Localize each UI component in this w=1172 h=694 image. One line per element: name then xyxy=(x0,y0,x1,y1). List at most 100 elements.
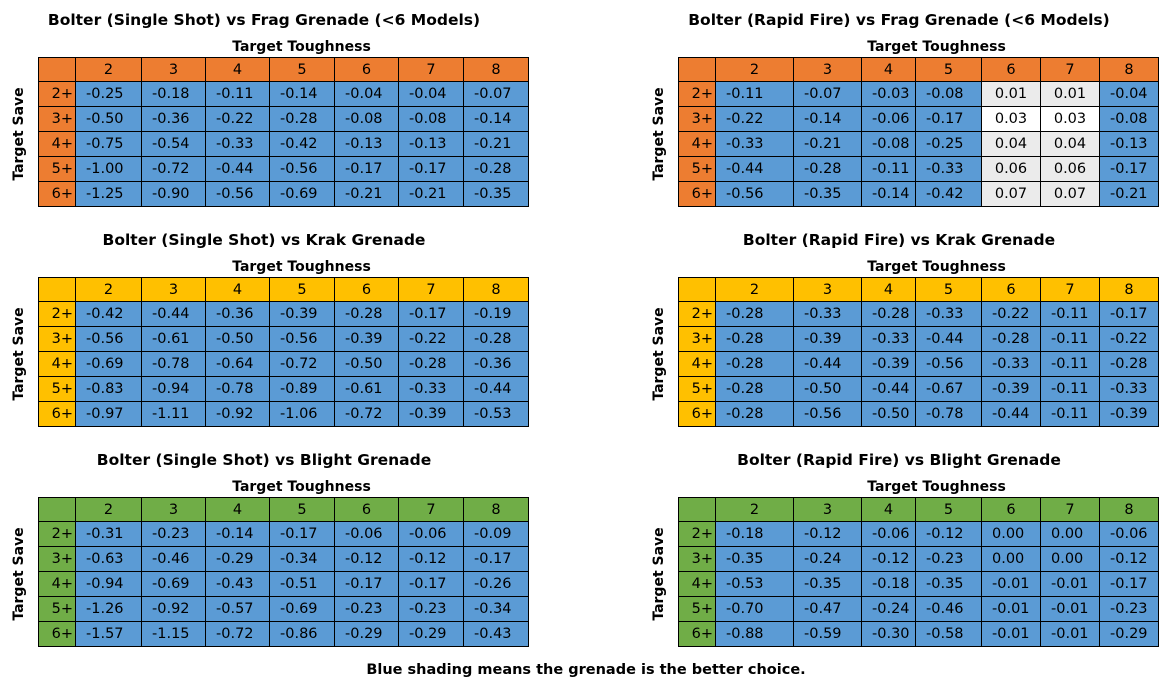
table-row: 5+ -1.00 -0.72 -0.44 -0.56 -0.17 -0.17 -0.28 xyxy=(38,156,529,182)
value-cell: -0.69 xyxy=(269,181,335,207)
toughness-header-cell: 2 xyxy=(715,277,794,302)
value-cell: -0.17 xyxy=(334,571,399,597)
save-header-cell: 4+ xyxy=(678,571,716,597)
table-row: 2+ -0.11 -0.07 -0.03 -0.08 0.01 0.01 -0.04 xyxy=(678,81,1159,107)
save-header-cell: 4+ xyxy=(678,351,716,377)
corner-cell xyxy=(38,57,76,82)
corner-cell xyxy=(678,497,716,522)
value-cell: -0.06 xyxy=(861,106,916,132)
toughness-header-cell: 6 xyxy=(981,57,1041,82)
value-cell: -0.14 xyxy=(205,521,270,547)
value-cell: -0.04 xyxy=(398,81,464,107)
value-cell: -0.01 xyxy=(981,571,1041,597)
value-cell: -0.39 xyxy=(334,326,399,352)
damage-difference-grid: 2 3 4 5 6 7 8 2+ -0.31 -0.23 -0.14 -0.17 -0.06 -0.06-… xyxy=(38,497,529,647)
value-cell: -0.72 xyxy=(205,621,270,647)
save-header-cell: 5+ xyxy=(38,596,76,622)
value-cell: -0.86 xyxy=(269,621,335,647)
save-header-cell: 3+ xyxy=(38,106,76,132)
table-row: 5+ -0.70 -0.47 -0.24 -0.46 -0.01 -0.01 -0.23 xyxy=(678,596,1159,622)
value-cell: -0.56 xyxy=(269,326,335,352)
value-cell: -0.36 xyxy=(205,301,270,327)
value-cell: -0.56 xyxy=(269,156,335,182)
save-header-cell: 4+ xyxy=(38,131,76,157)
toughness-header-cell: 4 xyxy=(205,57,270,82)
value-cell: -0.13 xyxy=(334,131,399,157)
value-cell: -0.34 xyxy=(463,596,529,622)
value-cell: 0.00 xyxy=(981,546,1041,572)
value-cell: -0.88 xyxy=(715,621,794,647)
value-cell: 0.03 xyxy=(981,106,1041,132)
table-row: 2+ -0.42 -0.44 -0.36 -0.39 -0.28 -0.17 -0.19 xyxy=(38,301,529,327)
value-cell: -0.57 xyxy=(205,596,270,622)
table-row: 4+ -0.94 -0.69 -0.43 -0.51 -0.17 -0.17 -0.26 xyxy=(38,571,529,597)
value-cell: -0.44 xyxy=(981,401,1041,427)
value-cell: -0.67 xyxy=(915,376,982,402)
value-cell: -1.11 xyxy=(141,401,206,427)
value-cell: -0.17 xyxy=(1099,301,1159,327)
value-cell: -0.39 xyxy=(269,301,335,327)
table-row: 3+ -0.56 -0.61 -0.50 -0.56 -0.39 -0.22 -0.28 xyxy=(38,326,529,352)
value-cell: -0.30 xyxy=(861,621,916,647)
value-cell: -0.56 xyxy=(793,401,862,427)
value-cell: 0.00 xyxy=(981,521,1041,547)
value-cell: -0.12 xyxy=(398,546,464,572)
value-cell: -0.28 xyxy=(334,301,399,327)
save-header-cell: 2+ xyxy=(38,81,76,107)
table-row: 6+ -0.97 -1.11 -0.92 -1.06 -0.72 -0.39 -0.53 xyxy=(38,401,529,427)
table-row: 6+ -0.28 -0.56 -0.50 -0.78 -0.44 -0.11 -0.39 xyxy=(678,401,1159,427)
table-single-shot-vs-blight: Bolter (Single Shot) vs Blight Grenade Ta… xyxy=(0,450,560,660)
value-cell: -0.03 xyxy=(861,81,916,107)
value-cell: -0.24 xyxy=(861,596,916,622)
value-cell: -0.94 xyxy=(75,571,142,597)
value-cell: -0.28 xyxy=(981,326,1041,352)
value-cell: -0.44 xyxy=(205,156,270,182)
save-header-cell: 2+ xyxy=(678,521,716,547)
value-cell: 0.01 xyxy=(981,81,1041,107)
value-cell: -0.61 xyxy=(141,326,206,352)
toughness-header-cell: 3 xyxy=(793,57,862,82)
save-header-cell: 2+ xyxy=(678,301,716,327)
toughness-header-cell: 3 xyxy=(141,497,206,522)
toughness-header-cell: 7 xyxy=(1040,497,1100,522)
table-row: 3+ -0.63 -0.46 -0.29 -0.34 -0.12 -0.12 -0.17 xyxy=(38,546,529,572)
toughness-header-cell: 2 xyxy=(75,57,142,82)
save-header-cell: 2+ xyxy=(38,521,76,547)
table-row: 5+ -1.26 -0.92 -0.57 -0.69 -0.23 -0.23 -0.34 xyxy=(38,596,529,622)
value-cell: -0.14 xyxy=(861,181,916,207)
value-cell: -0.35 xyxy=(793,181,862,207)
toughness-header-cell: 5 xyxy=(269,277,335,302)
save-header-cell: 3+ xyxy=(678,106,716,132)
target-save-text: Target Save xyxy=(651,526,667,621)
value-cell: -0.42 xyxy=(915,181,982,207)
value-cell: -0.56 xyxy=(915,351,982,377)
value-cell: -0.28 xyxy=(463,156,529,182)
toughness-header-cell: 6 xyxy=(334,57,399,82)
value-cell: -0.14 xyxy=(269,81,335,107)
value-cell: 0.03 xyxy=(1040,106,1100,132)
value-cell: -0.01 xyxy=(1040,621,1100,647)
value-cell: -0.89 xyxy=(269,376,335,402)
target-toughness-label: Target Toughness xyxy=(867,479,1006,495)
value-cell: -0.44 xyxy=(861,376,916,402)
value-cell: -0.39 xyxy=(398,401,464,427)
value-cell: -0.12 xyxy=(334,546,399,572)
toughness-header-cell: 4 xyxy=(861,277,916,302)
toughness-header-cell: 7 xyxy=(1040,57,1100,82)
table-row: 6+ -1.57 -1.15 -0.72 -0.86 -0.29 -0.29 -0.43 xyxy=(38,621,529,647)
corner-cell xyxy=(38,277,76,302)
value-cell: -0.50 xyxy=(75,106,142,132)
target-save-label: Target Save xyxy=(0,57,38,210)
value-cell: -0.17 xyxy=(398,571,464,597)
value-cell: -0.46 xyxy=(141,546,206,572)
panel-title: Bolter (Single Shot) vs Frag Grenade (<6… xyxy=(47,11,481,29)
table-rapid-fire-vs-krak: Bolter (Rapid Fire) vs Krak Grenade Targe… xyxy=(640,230,1172,440)
value-cell: -0.50 xyxy=(205,326,270,352)
panel-title: Bolter (Rapid Fire) vs Blight Grenade xyxy=(737,451,1061,469)
value-cell: -0.53 xyxy=(715,571,794,597)
toughness-header-cell: 8 xyxy=(1099,277,1159,302)
value-cell: -0.43 xyxy=(463,621,529,647)
corner-cell xyxy=(678,277,716,302)
value-cell: -0.01 xyxy=(1040,596,1100,622)
